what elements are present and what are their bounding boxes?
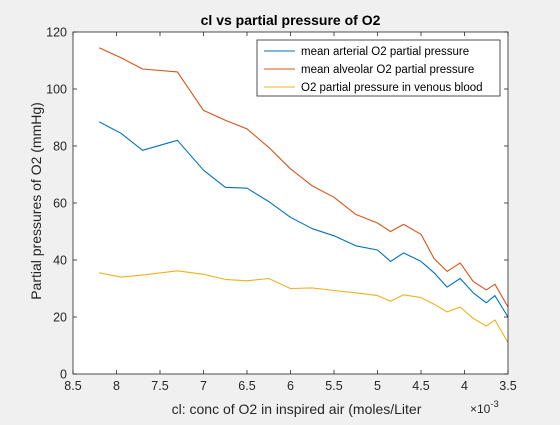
y-tick-label: 60 [53,197,67,211]
series-line-3 [98,270,509,343]
y-tick-label: 0 [60,368,67,382]
x-tick-label: 4.5 [412,379,429,393]
y-tick-label: 120 [46,26,67,40]
x-tick-label: 6.5 [238,379,255,393]
x-tick-label: 5 [374,379,381,393]
series-layer [98,47,509,343]
ticks-layer: 8.5 8 7.5 7 6.5 6 5.5 5 4.5 4 3.5 0 20 40 60 80 100 120 [46,26,517,394]
legend-items: mean arterial O2 partial pressure mean al… [264,46,483,94]
legend: mean arterial O2 partial pressure mean al… [256,39,501,97]
legend-box [256,39,501,97]
x-axis-exponent-power: -3 [490,399,498,410]
x-tick-label: 7.5 [151,379,168,393]
x-tick-label: 5.5 [325,379,342,393]
series-line-1 [98,121,509,318]
x-tick-label: 6 [287,379,294,393]
x-tick-label: 4 [461,379,468,393]
y-tick-label: 100 [46,83,67,97]
x-axis-title: cl: conc of O2 in inspired air (moles/Li… [172,401,422,417]
y-tick-label: 80 [53,140,67,154]
legend-label-3: O2 partial pressure in venous blood [301,82,483,94]
x-tick-label: 8.5 [64,379,81,393]
series-line-2 [98,47,509,308]
x-tick-label: 3.5 [499,379,516,393]
legend-label-1: mean arterial O2 partial pressure [301,46,469,58]
legend-label-2: mean alveolar O2 partial pressure [301,64,474,76]
y-tick-label: 20 [53,311,67,325]
y-axis-title: Partial pressures of O2 (mmHg) [28,102,44,300]
chart-title: cl vs partial pressure of O2 [201,12,381,28]
x-axis-exponent: ×10-3 [470,399,499,416]
y-tick-label: 40 [53,254,67,268]
x-axis-exponent-base: ×10 [470,402,491,416]
x-tick-label: 7 [200,379,207,393]
x-tick-label: 8 [113,379,120,393]
